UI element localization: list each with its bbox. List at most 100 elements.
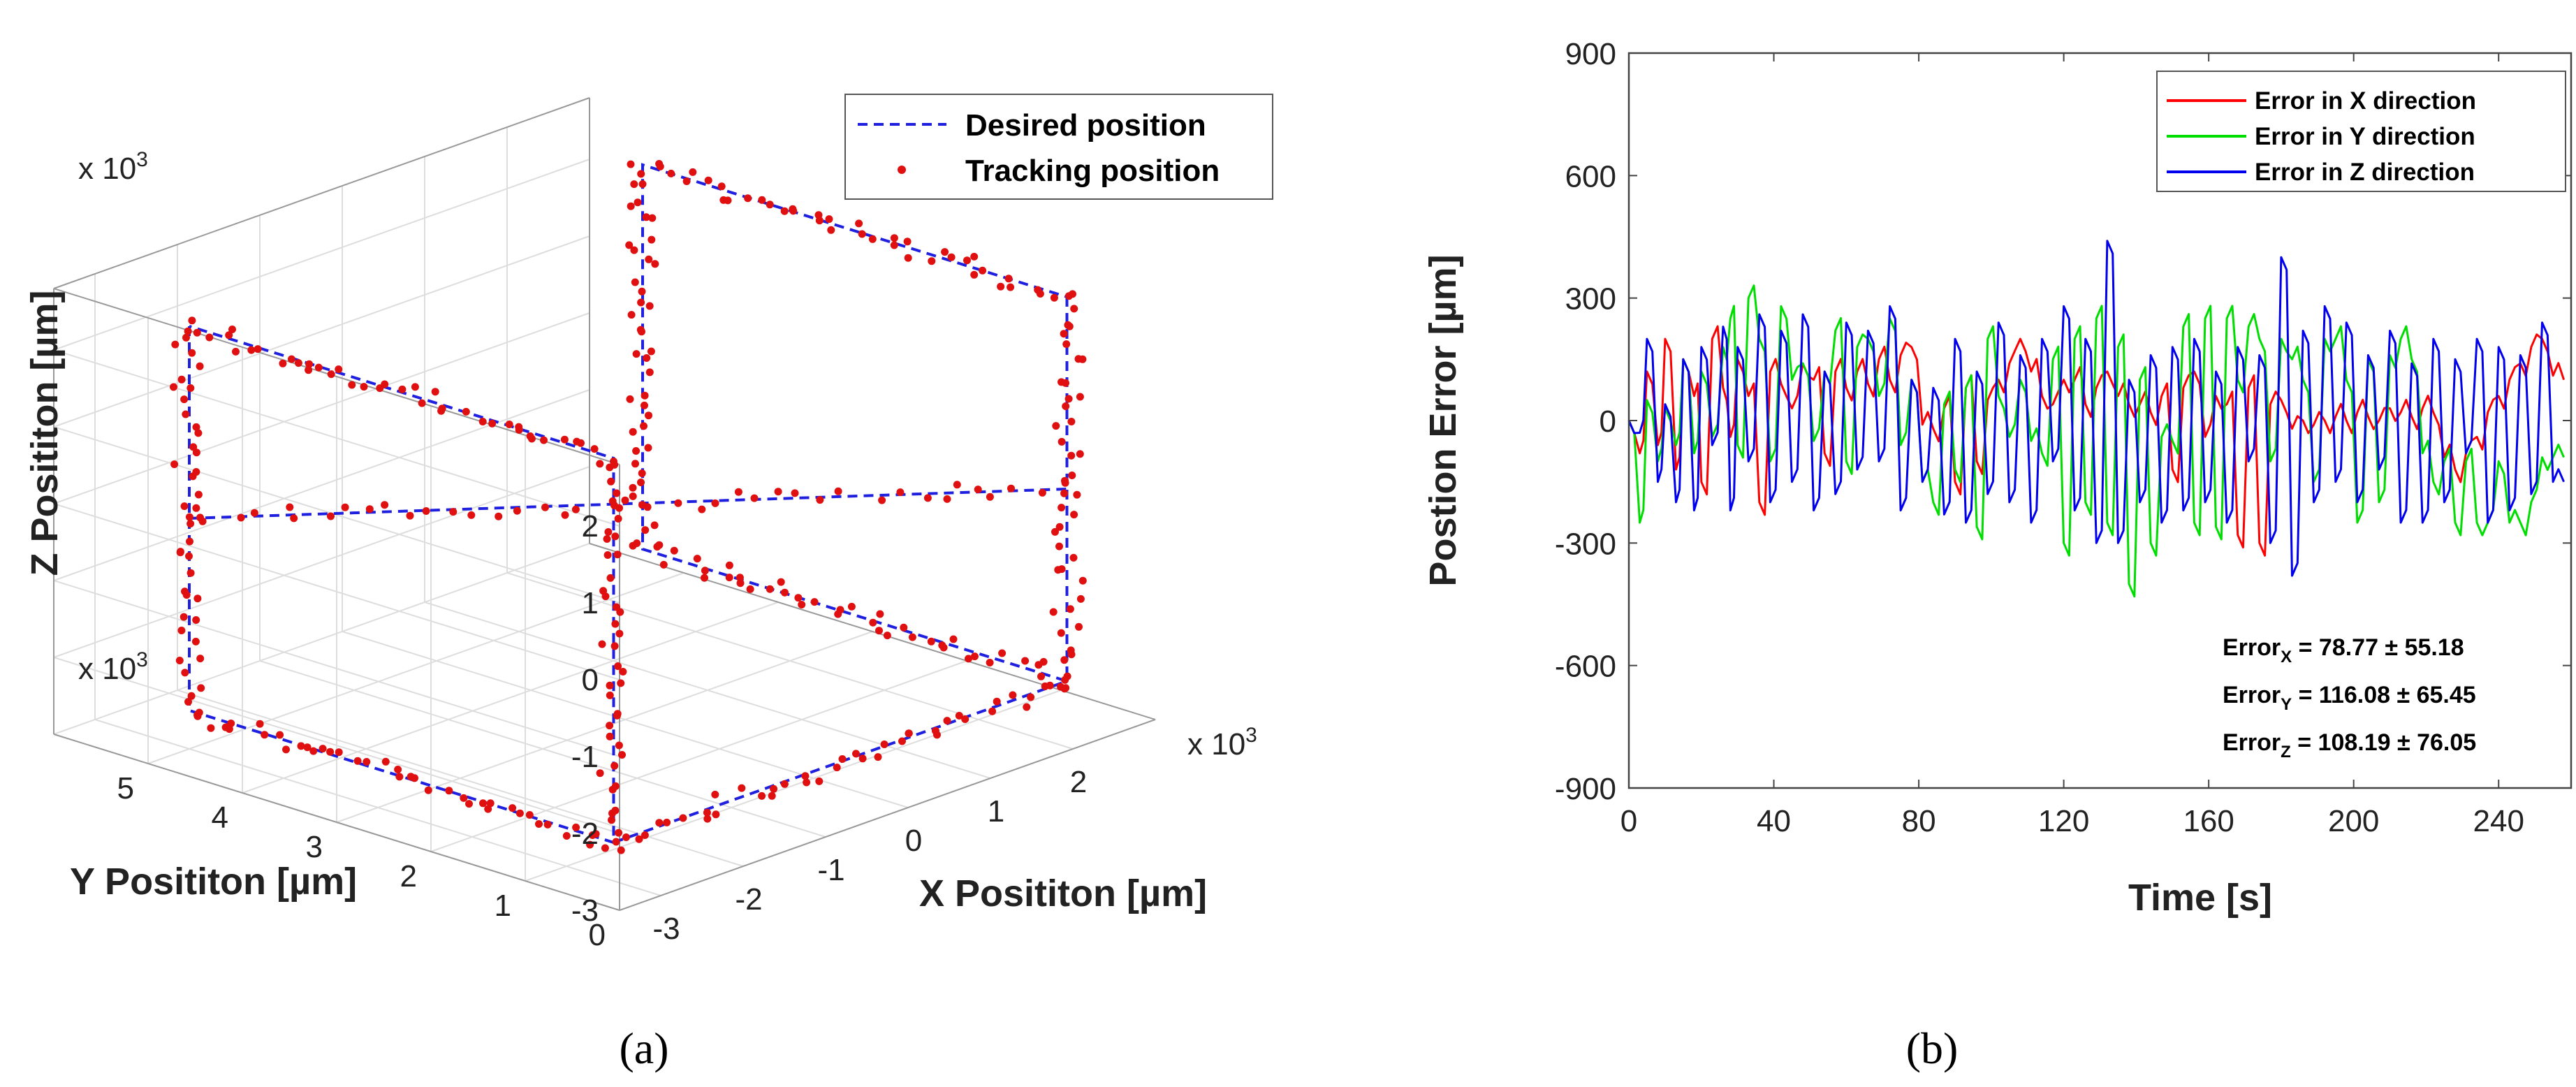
tracking-point	[1061, 479, 1069, 487]
x-tick-label: -3	[652, 912, 680, 946]
tracking-point	[1062, 402, 1070, 410]
tracking-point	[196, 362, 204, 370]
x-tick-label: 40	[1757, 804, 1791, 838]
z-tick-label: -2	[571, 817, 599, 851]
tracking-point	[225, 725, 233, 734]
tracking-point	[250, 509, 258, 517]
tracking-point	[176, 548, 184, 556]
tracking-point	[663, 818, 671, 826]
grid-line	[242, 601, 779, 794]
tracking-point	[198, 517, 207, 525]
tracking-point	[682, 177, 691, 185]
tracking-point	[411, 383, 419, 391]
tracking-point	[180, 613, 188, 621]
tracking-point	[953, 481, 961, 489]
tracking-point	[460, 794, 468, 802]
tracking-point	[655, 819, 664, 827]
tracking-point	[484, 805, 492, 813]
tracking-point	[560, 435, 569, 444]
tracking-point	[256, 720, 264, 728]
grid-line	[430, 660, 967, 852]
tracking-point	[1073, 490, 1081, 499]
tracking-point	[1037, 672, 1045, 680]
z-scale-label: x 103	[78, 148, 148, 186]
tracking-point	[360, 383, 368, 391]
legend-a: Desired position Tracking position	[844, 94, 1273, 200]
x-axis-label: Time [s]	[2128, 877, 2272, 919]
tracking-point	[601, 844, 609, 852]
y-tick-label: 0	[1600, 404, 1616, 439]
tracking-point	[734, 488, 742, 496]
tracking-point	[182, 591, 191, 599]
grid-line	[53, 543, 590, 735]
error-series	[1627, 240, 2566, 598]
tracking-point	[631, 278, 639, 286]
legend-desired-label: Desired position	[965, 108, 1206, 143]
tracking-point	[348, 381, 356, 389]
tracking-point	[188, 349, 196, 357]
tracking-point	[276, 731, 284, 739]
tracking-point	[1067, 451, 1076, 460]
tracking-point	[974, 486, 982, 494]
tracking-point	[998, 649, 1007, 657]
tracking-point	[1064, 395, 1073, 403]
series-error-z-line	[1627, 240, 2565, 577]
tracking-point	[1062, 379, 1069, 387]
tracking-point	[855, 219, 863, 228]
tracking-point	[833, 764, 841, 772]
tracking-point	[693, 555, 701, 563]
chart-3d-trajectory: -3 -2 -1 0 1 2 0 1 2 3 4 5 -3 -2 -1 0 1 2 x 103 x 103 x 1…	[24, 94, 1273, 1073]
tracking-point	[651, 260, 659, 268]
tracking-point	[637, 298, 645, 307]
tracking-point	[1058, 437, 1066, 446]
tracking-point	[768, 791, 776, 800]
x-tick-label: 160	[2183, 804, 2234, 838]
tracking-point	[949, 635, 958, 643]
tracking-point	[1049, 608, 1058, 616]
stat-x: ErrorX = 78.77 ± 55.18	[2223, 634, 2464, 666]
tracking-point	[827, 226, 835, 234]
tracking-point	[927, 637, 935, 645]
tracking-point	[638, 328, 645, 336]
tracking-point	[422, 507, 430, 515]
tracking-point	[644, 444, 652, 452]
tracking-point	[943, 495, 951, 503]
tracking-point	[638, 180, 647, 188]
tracking-point	[642, 213, 650, 221]
tracking-point	[635, 835, 643, 843]
tracking-point	[189, 472, 197, 481]
tracking-point	[431, 388, 439, 396]
tracking-point	[704, 176, 712, 184]
tracking-point	[185, 513, 193, 521]
tracking-point	[656, 162, 664, 170]
tracking-point	[170, 460, 179, 469]
tracking-point	[610, 642, 619, 650]
tracking-point	[963, 256, 971, 265]
tracking-point	[515, 423, 523, 431]
error-stats: ErrorX = 78.77 ± 55.18 ErrorY = 116.08 ±…	[2223, 634, 2476, 761]
tracking-point	[725, 561, 733, 569]
tracking-point	[1067, 418, 1076, 425]
y-tick-label: 0	[589, 918, 606, 952]
tracking-point	[603, 551, 612, 559]
tracking-point	[814, 211, 823, 219]
tracking-point	[874, 753, 882, 761]
tracking-point	[1023, 703, 1031, 711]
tracking-point	[1009, 691, 1017, 699]
tracking-point	[561, 511, 569, 519]
y-tick-label: 300	[1565, 282, 1616, 316]
tracking-point	[617, 846, 625, 854]
y-tick-label: -600	[1555, 650, 1616, 684]
box-edge	[53, 288, 620, 465]
tracking-point	[495, 512, 503, 520]
tracking-point	[1068, 472, 1076, 479]
y-axis-label: Y Posititon [µm]	[70, 861, 357, 903]
tracking-point	[810, 598, 819, 606]
grid-line	[53, 389, 590, 581]
tracking-point	[606, 691, 614, 699]
tracking-point	[610, 502, 618, 509]
tracking-point	[717, 182, 726, 191]
tracking-point	[638, 287, 646, 296]
y-tick-label: 2	[400, 859, 417, 893]
tracking-point	[290, 514, 298, 523]
